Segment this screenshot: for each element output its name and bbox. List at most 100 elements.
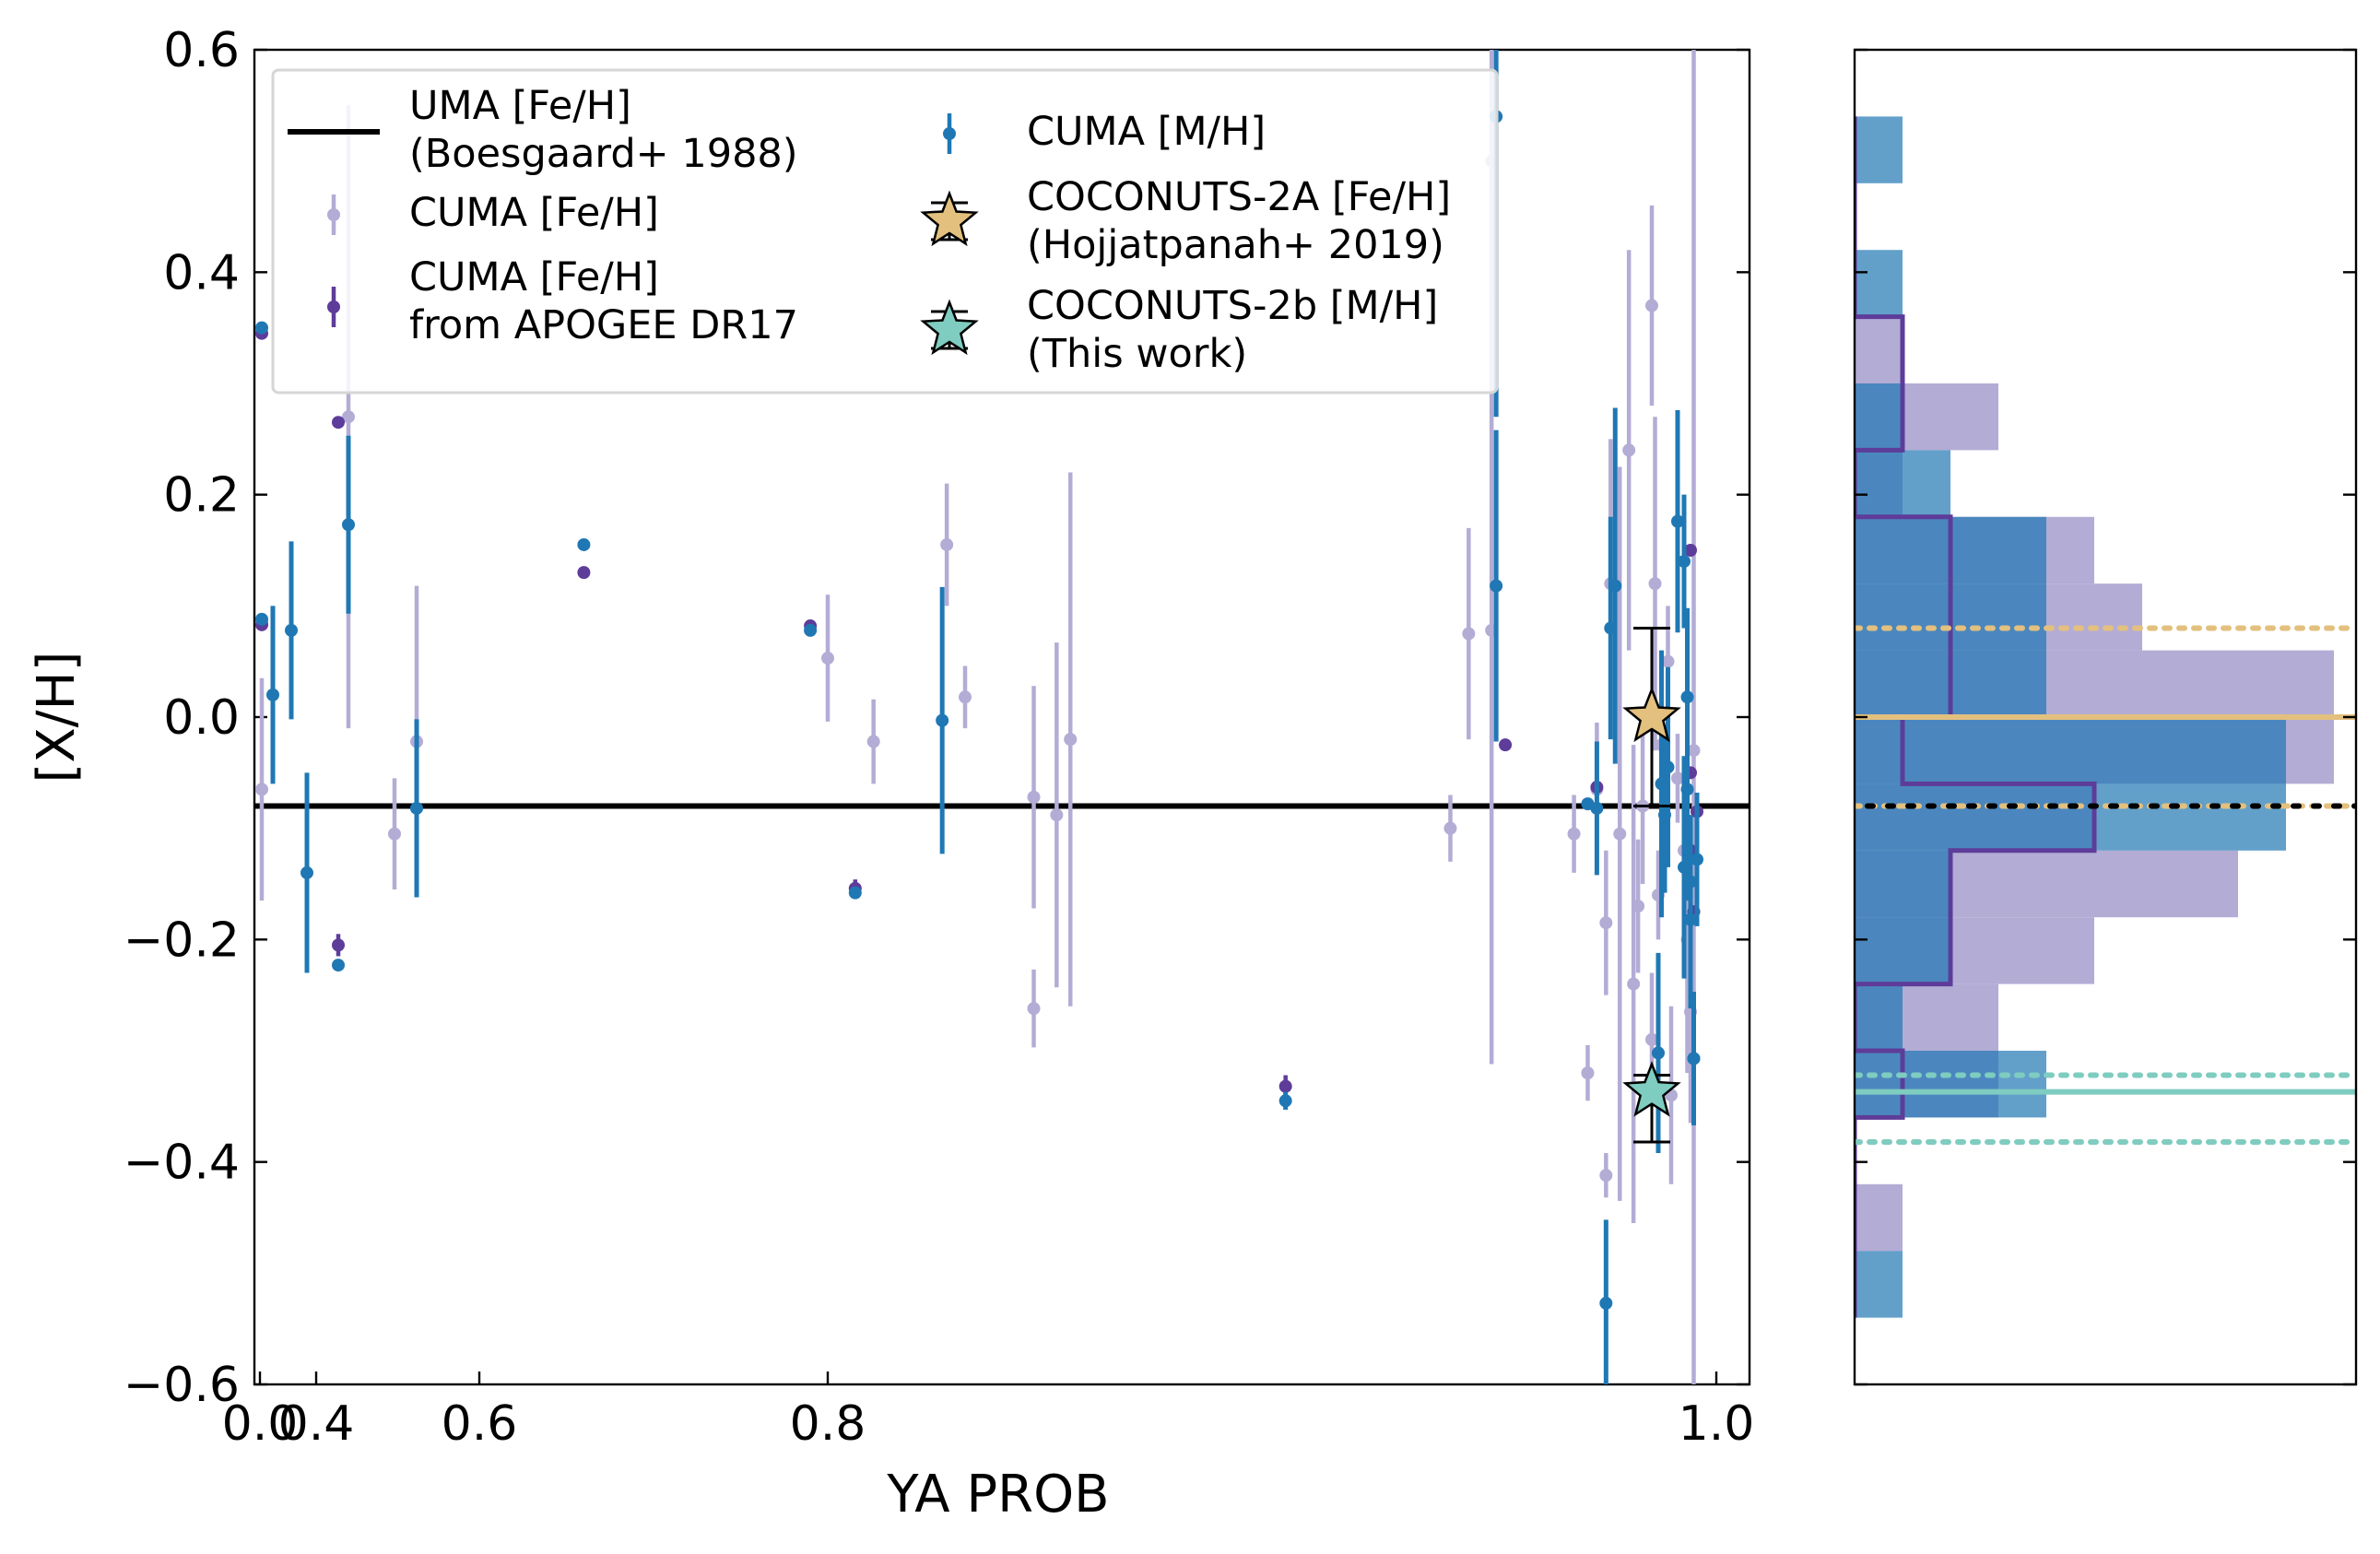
legend-box <box>271 68 1499 394</box>
cuma_feh-point <box>1645 299 1658 312</box>
cuma_feh-point <box>1599 916 1613 930</box>
legend-label: (Hojjatpanah+ 2019) <box>1027 222 1444 268</box>
cuma_feh-point <box>1661 654 1675 668</box>
legend-handle-marker <box>943 127 956 140</box>
cuma_mh-point <box>266 688 279 701</box>
legend-entry-coconuts2b: COCONUTS-2b [M/H](This work) <box>920 283 1438 377</box>
cuma_mh-point <box>1671 514 1684 528</box>
x-axis-label: YA PROB <box>886 1465 1109 1525</box>
coconuts2b-star <box>1622 1061 1681 1117</box>
main-plot-area <box>254 50 1750 1384</box>
legend-label: COCONUTS-2b [M/H] <box>1027 283 1438 329</box>
legend-entry-coconuts2a: COCONUTS-2A [Fe/H](Hojjatpanah+ 2019) <box>920 174 1451 268</box>
cuma_mh-point <box>1278 1094 1292 1108</box>
cuma_mh-point <box>936 713 949 727</box>
legend-entry-uma: UMA [Fe/H](Boesgaard+ 1988) <box>288 83 798 177</box>
cuma_feh-point <box>1050 808 1064 822</box>
legend-label: from APOGEE DR17 <box>409 302 798 348</box>
cuma_feh-point <box>940 537 954 551</box>
hist-bar-cuma-mh <box>1855 116 1903 183</box>
cuma_apogee-point <box>1278 1079 1292 1093</box>
legend: UMA [Fe/H](Boesgaard+ 1988) CUMA [Fe/H] CU… <box>271 68 1499 394</box>
cuma_feh-point <box>1064 733 1078 747</box>
cuma_mh-point <box>1678 555 1691 569</box>
cuma_mh-point <box>1661 760 1675 774</box>
cuma_feh-point <box>1613 827 1627 841</box>
legend-handle-star <box>920 299 979 356</box>
cuma_mh-point <box>410 801 423 815</box>
cuma_mh-point <box>1608 579 1622 593</box>
x-tick-label: 0.8 <box>790 1396 866 1452</box>
histogram-bars <box>1855 116 2356 1318</box>
hist-bar-cuma-mh <box>1855 717 2286 784</box>
cuma_feh-point <box>1687 744 1701 758</box>
cuma_feh-point <box>821 652 834 665</box>
y-tick-label: −0.4 <box>124 1136 240 1191</box>
cuma_mh-point <box>332 959 345 972</box>
hist-bar-cuma-mh <box>1855 783 2286 851</box>
cuma_mh-point <box>848 886 862 900</box>
cuma_feh-point <box>1027 790 1041 804</box>
cuma_mh-point <box>1590 801 1604 815</box>
cuma_feh-point <box>1567 827 1581 841</box>
cuma_feh-point <box>388 827 401 841</box>
cuma_mh-point <box>1680 783 1694 796</box>
legend-handle-marker <box>327 208 340 221</box>
hist-bar-cuma-mh <box>1855 1251 1903 1318</box>
y-tick-label: 0.0 <box>163 690 240 746</box>
histogram-axes <box>1853 48 2358 1386</box>
main-axes: 0.60.40.20.0−0.2−0.4−0.60.00.4 0.6 0.8 1.0Y… <box>27 23 1754 1525</box>
hist-bar-cuma-mh <box>1855 917 1950 984</box>
cuma_feh-point <box>1027 1002 1041 1016</box>
legend-label: (Boesgaard+ 1988) <box>409 131 798 177</box>
cuma_apogee-point <box>1499 738 1513 752</box>
cuma_mh-point <box>804 623 818 637</box>
x-tick-label: 0.6 <box>442 1396 518 1452</box>
cuma_feh-point <box>1443 821 1457 835</box>
legend-entry-cuma_feh: CUMA [Fe/H] <box>327 190 659 236</box>
hist-bar-cuma-feh <box>1855 1183 1903 1252</box>
cuma_mh-point <box>300 865 313 879</box>
y-axis-label: [X/H] <box>27 651 87 783</box>
y-tick-label: −0.2 <box>124 912 240 968</box>
cuma_feh-point <box>1462 627 1476 641</box>
hist-bar-cuma-mh <box>1855 383 1903 451</box>
cuma_mh-point <box>1684 912 1697 926</box>
legend-label: (This work) <box>1027 331 1247 377</box>
legend-label: UMA [Fe/H] <box>409 83 631 129</box>
x-tick-label: 0.0 <box>222 1396 299 1452</box>
cuma_apogee-point <box>332 938 345 952</box>
cuma_feh-point <box>1599 1169 1613 1183</box>
hist-bar-cuma-mh <box>1855 450 1950 517</box>
cuma_mh-point <box>577 537 591 551</box>
legend-entry-cuma_apogee: CUMA [Fe/H]from APOGEE DR17 <box>327 254 798 348</box>
legend-label: CUMA [M/H] <box>1027 109 1266 155</box>
cuma_apogee-point <box>1684 544 1697 557</box>
y-tick-label: 0.6 <box>163 23 240 78</box>
legend-label: CUMA [Fe/H] <box>409 190 659 236</box>
hist-bar-cuma-mh <box>1855 850 1950 918</box>
cuma_feh-point <box>1581 1066 1595 1080</box>
cuma_mh-point <box>255 612 268 626</box>
series-layer <box>255 50 1703 1384</box>
hist-step-apogee <box>1855 116 2097 1318</box>
cuma_mh-point <box>1599 1296 1613 1310</box>
y-tick-label: 0.4 <box>163 245 240 300</box>
hist-bar-cuma-mh <box>1855 983 1903 1051</box>
cuma_mh-point <box>1687 1052 1701 1065</box>
y-tick-label: 0.2 <box>163 468 240 524</box>
cuma_feh-point <box>1632 900 1645 913</box>
hist-bar-cuma-mh <box>1855 250 1903 317</box>
legend-handle-marker <box>327 300 340 313</box>
hist-bar-cuma-feh <box>1855 316 1903 383</box>
legend-entry-cuma_mh: CUMA [M/H] <box>943 109 1266 155</box>
cuma_feh-point <box>342 410 355 424</box>
cuma_feh-point <box>255 783 268 796</box>
cuma_feh-point <box>866 735 880 748</box>
cuma_apogee-point <box>332 416 345 430</box>
cuma_mh-point <box>1652 1046 1665 1060</box>
cuma_mh-point <box>342 518 355 532</box>
cuma_mh-point <box>1490 579 1503 593</box>
